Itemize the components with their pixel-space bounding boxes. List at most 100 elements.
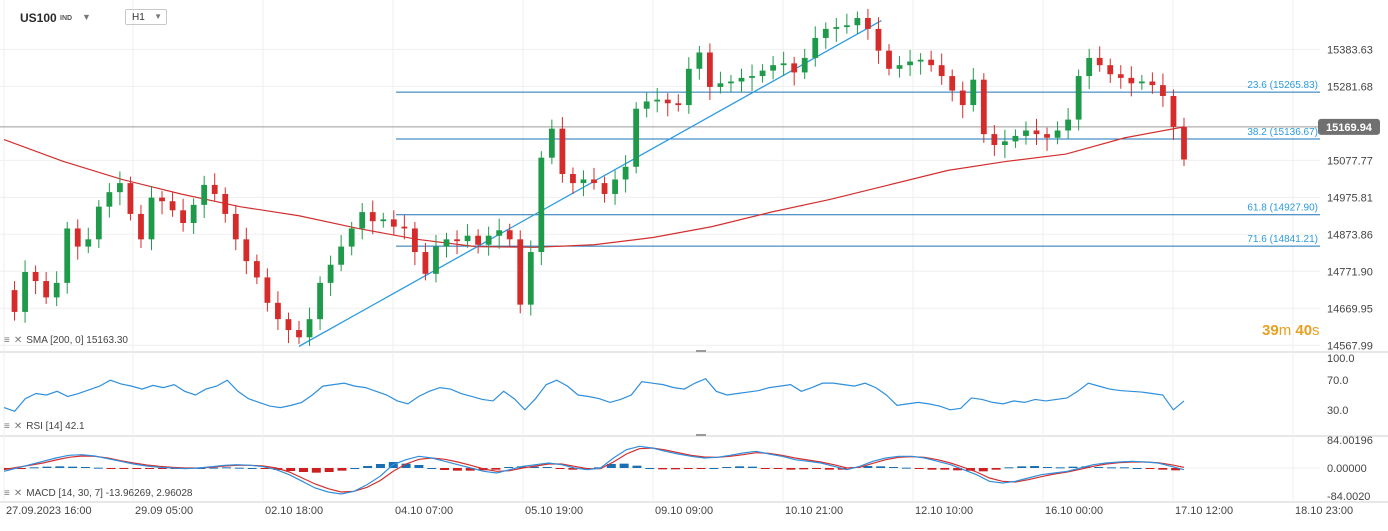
time-tick-label: 29.09 05:00 — [135, 505, 193, 517]
symbol-type-label: IND — [60, 15, 73, 22]
candle-body — [506, 230, 513, 240]
price-tick-label: 15383.63 — [1327, 44, 1373, 56]
candle-body — [369, 212, 376, 222]
candle-body — [85, 239, 92, 247]
close-icon[interactable]: ✕ — [13, 488, 23, 499]
rsi-pane — [3, 377, 1185, 412]
candle-body — [538, 157, 545, 253]
macd-hist-bar — [555, 467, 565, 469]
macd-hist-bar — [619, 463, 629, 468]
symbol-label[interactable]: US100 — [20, 11, 57, 25]
close-icon[interactable]: ✕ — [13, 335, 23, 346]
menu-icon[interactable]: ≡ — [4, 335, 10, 346]
macd-hist-bar — [799, 467, 809, 470]
macd-hist-bar — [337, 467, 347, 471]
rsi-line — [3, 377, 1185, 412]
candle-body — [654, 99, 661, 102]
macd-hist-bar — [735, 466, 745, 468]
candle-body — [907, 61, 913, 66]
rsi-tick-label: 30.0 — [1327, 405, 1348, 417]
macd-hist-bar — [991, 467, 1001, 470]
candle-body — [812, 37, 819, 58]
candle-body — [685, 68, 692, 106]
candle-body — [306, 319, 313, 338]
candle-body — [791, 63, 798, 73]
candle-body — [64, 228, 71, 283]
candle-body — [527, 252, 534, 305]
time-tick-label: 02.10 18:00 — [265, 505, 323, 517]
macd-hist-bar — [696, 467, 706, 469]
sma-legend: ≡ ✕ SMA [200, 0] 15163.30 — [4, 335, 128, 346]
trend-line — [298, 19, 882, 347]
macd-hist-bar — [760, 467, 770, 469]
macd-hist-bar — [940, 467, 950, 470]
macd-hist-bar — [247, 467, 257, 469]
candle-body — [422, 252, 429, 274]
candle-body — [106, 192, 113, 207]
close-icon[interactable]: ✕ — [13, 421, 23, 432]
candle-body — [53, 282, 60, 298]
pane-resize-handle — [696, 434, 706, 436]
candle-body — [211, 184, 218, 194]
macd-hist-bar — [504, 466, 514, 468]
rsi-legend-label: RSI [14] 42.1 — [26, 421, 85, 432]
macd-tick-label: 84.00196 — [1327, 435, 1373, 447]
macd-hist-bar — [683, 467, 693, 469]
candle-body — [454, 239, 460, 242]
candle-body — [464, 235, 471, 242]
candle-body — [559, 128, 566, 175]
candle-body — [865, 18, 871, 29]
candle-body — [591, 179, 597, 184]
grid-lines — [0, 0, 1388, 503]
macd-hist-bar — [260, 467, 270, 469]
macd-hist-bar — [709, 467, 719, 469]
time-tick-label: 05.10 19:00 — [525, 505, 583, 517]
axes: 27.09.2023 16:00 29.09 05:00 02.10 18:00 04… — [6, 44, 1373, 517]
macd-hist-bar — [670, 467, 680, 470]
candle-body — [580, 179, 587, 184]
candle-body — [22, 271, 28, 312]
macd-hist-bar — [1119, 467, 1129, 469]
candle-body — [1001, 141, 1008, 145]
timer-seconds: 40 — [1295, 322, 1313, 339]
fib-level-label: 71.6 (14841.21) — [1247, 234, 1318, 245]
timeframe-select[interactable]: H1 ▼ — [125, 9, 167, 25]
candle-body — [1117, 74, 1124, 78]
macd-hist-bar — [1004, 467, 1014, 469]
macd-tick-label: 0.00000 — [1327, 463, 1367, 475]
macd-hist-bar — [606, 463, 616, 468]
candle-body — [169, 201, 176, 211]
macd-hist-bar — [311, 467, 321, 473]
time-tick-label: 10.10 21:00 — [785, 505, 843, 517]
candle-body — [843, 25, 850, 28]
macd-hist-bar — [747, 466, 757, 468]
macd-hist-bar — [914, 467, 924, 469]
candle-body — [348, 228, 355, 247]
candle-body — [359, 212, 366, 229]
macd-hist-bar — [876, 466, 886, 468]
candle-body — [296, 330, 302, 338]
macd-hist-bar — [414, 464, 424, 468]
candle-body — [917, 59, 924, 62]
candle-body — [1054, 130, 1061, 138]
candle-body — [1181, 126, 1187, 160]
macd-hist-bar — [773, 467, 783, 469]
candle-body — [485, 235, 492, 245]
candle-body — [696, 52, 703, 69]
macd-hist-bar — [93, 467, 103, 469]
macd-hist-bar — [299, 467, 308, 472]
macd-hist-bar — [427, 467, 437, 469]
menu-icon[interactable]: ≡ — [4, 488, 10, 499]
rsi-tick-label: 100.0 — [1327, 353, 1355, 365]
macd-hist-bar — [375, 463, 385, 468]
symbol-dropdown-icon[interactable]: ▼ — [82, 12, 91, 22]
menu-icon[interactable]: ≡ — [4, 421, 10, 432]
macd-hist-bar — [901, 467, 911, 469]
chevron-down-icon: ▼ — [154, 12, 162, 21]
current-price-label: 15169.94 — [1326, 122, 1373, 134]
pane-resize-handle — [696, 350, 706, 352]
candle-body — [317, 282, 323, 320]
candle-body — [475, 235, 482, 245]
